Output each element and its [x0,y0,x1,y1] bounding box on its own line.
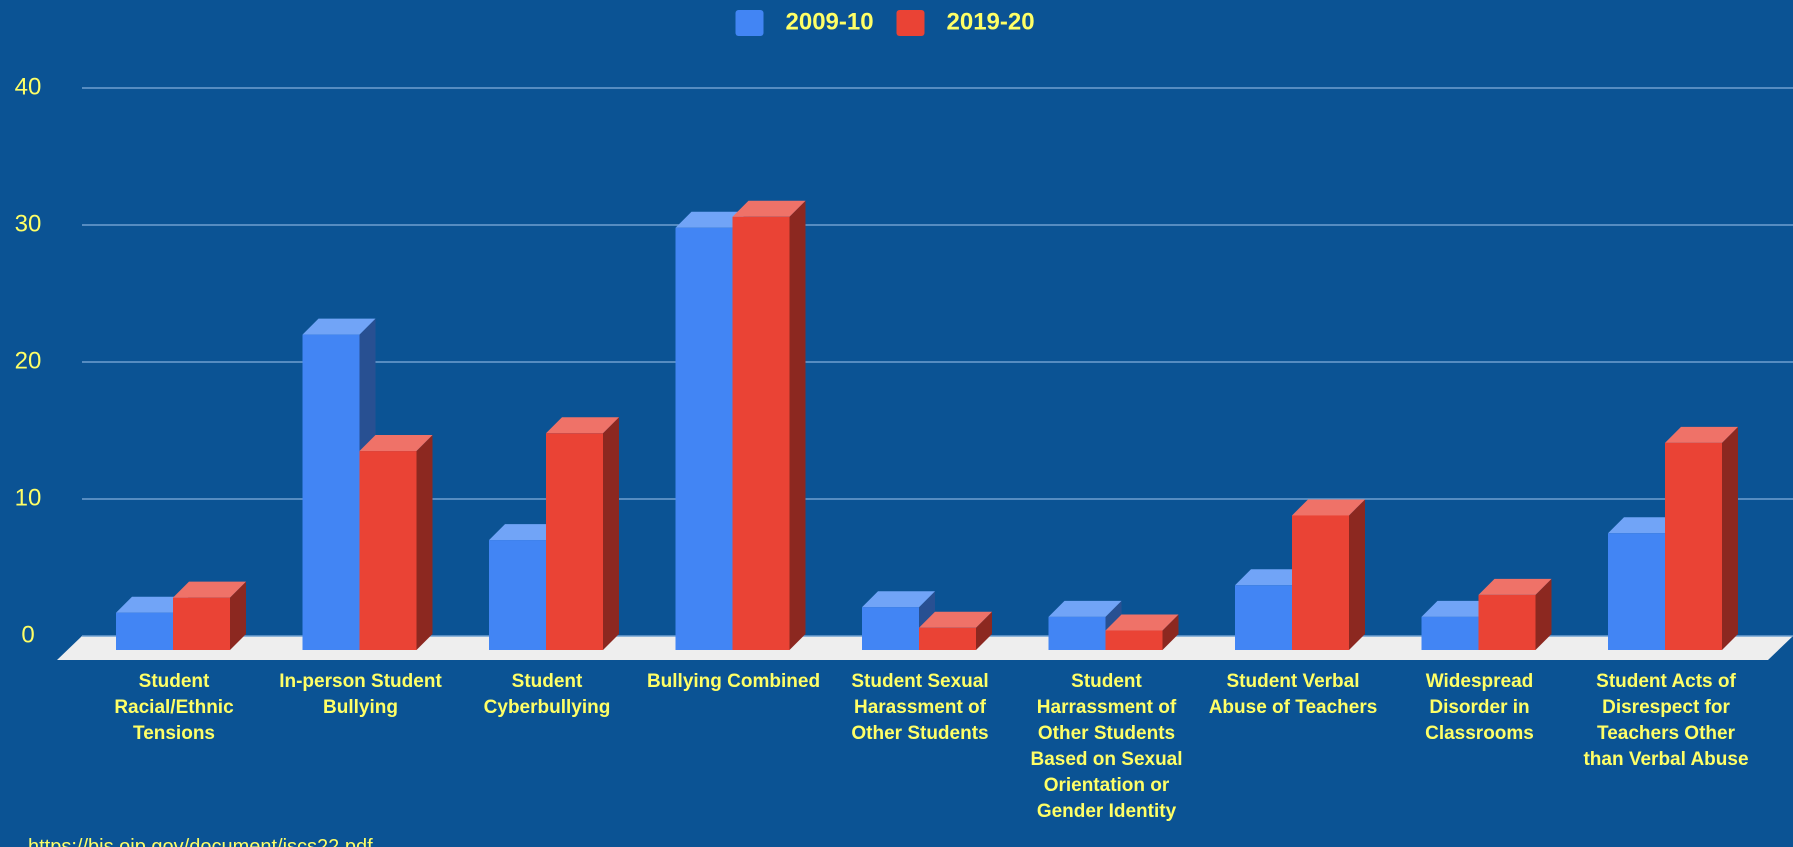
bar [1235,585,1292,650]
y-tick-label: 40 [15,73,42,100]
bar-top [1608,517,1681,534]
bar-side [230,581,246,650]
bar-top [1105,614,1179,631]
bar-top [173,581,246,598]
bar-side [416,435,433,650]
bar [302,334,360,650]
bar [116,612,173,650]
bar [489,540,546,650]
bar [1665,442,1722,650]
bar [862,607,919,650]
bar-top [675,211,749,228]
bar-top [359,435,433,452]
bar-side [789,200,806,650]
source-note: https://bjs.ojp.gov/document/iscs22.pdf [28,836,373,847]
bar-top [1048,600,1122,617]
bar [1105,630,1163,650]
bar-top [489,524,562,541]
x-tick-label: Widespread Disorder in Classrooms [1425,671,1534,744]
legend-label: 2019-20 [947,8,1035,35]
bar-top [1665,426,1738,443]
bar-top [732,200,806,217]
x-tick-label: Student Acts of Disrespect for Teachers … [1583,671,1749,770]
bar [919,627,976,650]
bar [1608,533,1665,650]
bar-top [1421,600,1495,617]
bar [1478,594,1536,650]
bar-top [862,591,935,608]
bar [1048,616,1106,650]
bar-top [546,417,619,434]
y-tick-label: 0 [21,621,34,648]
x-tick-label: In-person Student Bullying [279,671,442,718]
x-tick-label: Student Cyberbullying [483,671,611,718]
legend-swatch [735,10,764,36]
bar [732,216,790,650]
bar-top [1478,578,1552,595]
bar-top [1292,499,1365,516]
bar-side [1349,499,1365,650]
bar-side [976,611,992,650]
y-tick-label: 20 [15,347,42,374]
bar [1421,616,1479,650]
y-tick-label: 30 [15,210,42,237]
y-tick-label: 10 [15,484,42,511]
x-tick-label: Student Sexual Harassment of Other Stude… [851,671,989,744]
bar [359,451,417,650]
bar-side [603,417,619,650]
bar-side [1162,614,1179,650]
legend-swatch [896,10,925,36]
bar-side [1722,426,1738,650]
x-tick-label: Bullying Combined [646,671,821,692]
bar [675,227,733,651]
bar [546,433,603,650]
bar [173,597,230,650]
bar-side [1535,578,1552,650]
bar-top [1235,569,1308,586]
legend-label: 2009-10 [786,8,874,35]
bar-top [116,596,189,613]
x-tick-label: Student Verbal Abuse of Teachers [1208,671,1378,718]
bar [1292,515,1349,650]
x-tick-label: Student Harrassment of Other Students Ba… [1030,671,1183,822]
x-tick-label: Student Racial/Ethnic Tensions [114,671,234,744]
bar-top [302,318,376,335]
bar-top [919,611,992,628]
